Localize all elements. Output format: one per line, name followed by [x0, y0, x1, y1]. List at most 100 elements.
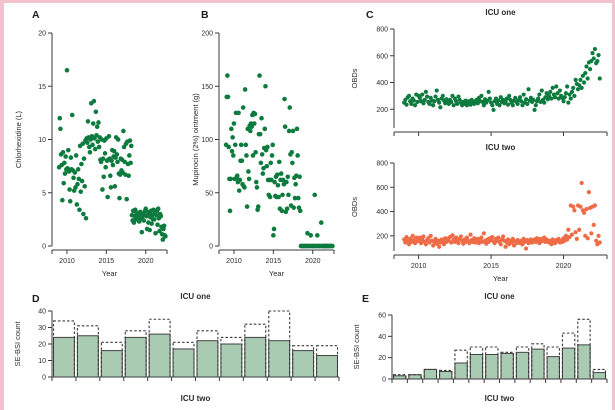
bar-expected-dashed [469, 346, 484, 380]
x-tick-label: 2020 [138, 258, 154, 265]
data-point [504, 96, 509, 101]
data-point [114, 152, 120, 157]
bar-observed [100, 350, 123, 378]
chart-title: ICU one [180, 292, 211, 301]
data-point [295, 153, 300, 158]
data-point [117, 195, 122, 201]
bar-expected-dashed [408, 374, 422, 380]
chart-title: ICU two [486, 143, 516, 152]
data-point [248, 128, 253, 134]
data-point [75, 181, 80, 187]
panel-c-obds-scatters: 200 400 600 800 OBDs ICU one 200 400 600 800 OBDs I… [350, 8, 608, 283]
data-point [85, 119, 91, 124]
data-point [262, 126, 268, 132]
data-point [449, 240, 454, 245]
data-point [246, 176, 252, 182]
data-point [75, 167, 81, 172]
data-point [293, 181, 298, 187]
data-point [58, 126, 63, 132]
data-point [290, 160, 295, 166]
data-point [496, 235, 501, 240]
data-point [515, 101, 520, 107]
data-point [498, 95, 503, 100]
y-tick-label: 10 [38, 358, 46, 365]
data-point [94, 132, 99, 138]
data-point [253, 149, 258, 155]
y-tick-label: 0 [42, 375, 46, 382]
data-point [505, 102, 511, 107]
data-point [585, 76, 590, 81]
data-point [139, 229, 145, 235]
data-point [232, 142, 238, 148]
data-point [586, 190, 591, 195]
data-point [163, 234, 168, 239]
data-point [487, 96, 492, 101]
bar-observed [485, 353, 499, 380]
data-point [294, 126, 300, 132]
data-point [238, 142, 244, 148]
data-point [161, 223, 167, 229]
data-point [72, 170, 78, 175]
data-point [229, 148, 235, 154]
data-point [552, 95, 558, 100]
data-point [79, 178, 85, 184]
x-tick-label: 2020 [556, 263, 572, 270]
y-tick-label: 800 [376, 27, 388, 34]
data-point [231, 121, 237, 126]
data-point [286, 128, 292, 134]
data-point [567, 92, 572, 97]
data-point [501, 234, 506, 239]
y-tick-label: 15 [38, 84, 46, 91]
y-axis-label: OBDs [350, 68, 359, 88]
bar-expected-dashed [100, 341, 123, 378]
data-point [257, 73, 262, 78]
data-point [550, 85, 555, 90]
bar-observed [172, 348, 195, 378]
y-axis-label: OBDs [350, 197, 359, 217]
data-point [574, 236, 579, 241]
data-point [147, 227, 152, 233]
y-tick-label: 20 [38, 342, 46, 349]
x-tick-label: 2010 [411, 263, 427, 270]
data-point [157, 228, 162, 234]
bar-observed [531, 348, 545, 380]
data-point [532, 107, 537, 113]
bar-expected-dashed [292, 345, 315, 378]
panel-d-sebsi-bars: 0 10 20 30 40 SE-BSI count ICU one [13, 292, 340, 382]
x-axis-label: Year [269, 269, 285, 278]
data-point [315, 233, 320, 238]
data-point [74, 202, 80, 207]
data-point [509, 240, 514, 245]
data-point [587, 67, 593, 72]
data-point [496, 98, 501, 103]
data-point [546, 93, 552, 98]
data-point [239, 158, 245, 164]
y-tick-label: 50 [205, 190, 213, 197]
bar-expected-dashed [392, 374, 407, 380]
data-point [433, 94, 438, 99]
data-point [160, 237, 166, 242]
data-point [568, 96, 573, 101]
data-point [403, 97, 408, 103]
data-point [410, 233, 415, 238]
data-point [545, 97, 550, 102]
data-point [503, 244, 508, 249]
data-point [467, 241, 472, 246]
data-point [81, 211, 86, 217]
data-point [71, 175, 76, 181]
data-point [581, 210, 587, 215]
data-point [285, 174, 291, 180]
data-point [521, 92, 526, 97]
data-point [62, 171, 68, 176]
data-point [124, 196, 129, 202]
data-point [423, 89, 428, 94]
data-point [507, 93, 512, 98]
bar-expected-dashed [268, 310, 291, 378]
data-point [86, 144, 92, 150]
data-point [105, 194, 110, 200]
data-point [578, 204, 583, 209]
data-point [526, 87, 531, 92]
data-point [290, 128, 296, 134]
data-point [253, 179, 259, 185]
data-point [60, 197, 65, 203]
